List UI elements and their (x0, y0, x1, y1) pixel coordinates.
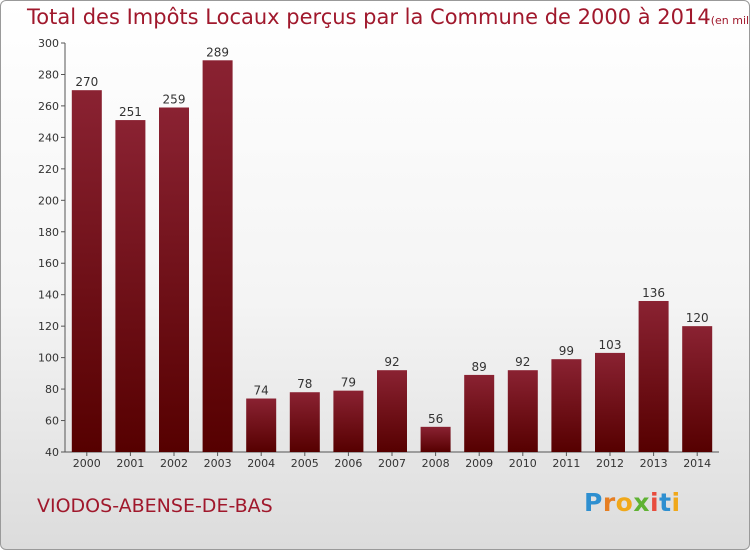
y-tick-label: 80 (45, 383, 59, 396)
y-tick-label: 240 (38, 131, 59, 144)
logo-letter: x (633, 488, 650, 517)
proxiti-logo[interactable]: Proxiti (584, 488, 681, 517)
data-label-2008: 56 (428, 412, 443, 426)
x-tick-label-2013: 2013 (640, 457, 668, 470)
y-tick-label: 140 (38, 289, 59, 302)
logo-letter: t (659, 488, 672, 517)
x-tick-label-2008: 2008 (422, 457, 450, 470)
data-label-2011: 99 (559, 344, 574, 358)
y-tick-label: 100 (38, 352, 59, 365)
data-label-2014: 120 (686, 311, 709, 325)
logo-letter: i (650, 488, 660, 517)
y-tick-label: 40 (45, 446, 59, 459)
data-label-2001: 251 (119, 105, 142, 119)
bar-2008[interactable] (420, 426, 451, 452)
x-tick-label-2012: 2012 (596, 457, 624, 470)
y-tick-label: 180 (38, 226, 59, 239)
data-label-2013: 136 (642, 286, 665, 300)
data-label-2010: 92 (515, 355, 530, 369)
bar-2003[interactable] (202, 60, 233, 453)
bar-2002[interactable] (159, 107, 189, 452)
y-tick-label: 120 (38, 320, 59, 333)
y-tick-label: 280 (38, 68, 59, 81)
data-label-2003: 289 (206, 45, 229, 59)
logo-letter: r (602, 488, 616, 517)
x-tick-label-2005: 2005 (291, 457, 319, 470)
bar-2004[interactable] (246, 398, 277, 452)
bar-2001[interactable] (115, 120, 146, 452)
x-tick-label-2014: 2014 (683, 457, 711, 470)
y-tick-label: 60 (45, 415, 59, 428)
bar-2007[interactable] (377, 370, 407, 452)
y-tick-label: 260 (38, 100, 59, 113)
x-tick-label-2010: 2010 (509, 457, 537, 470)
bar-2013[interactable] (638, 300, 669, 452)
bar-2011[interactable] (551, 359, 582, 452)
logo-letter: i (671, 488, 681, 517)
x-tick-label-2002: 2002 (160, 457, 188, 470)
data-label-2012: 103 (599, 338, 622, 352)
x-tick-label-2011: 2011 (552, 457, 580, 470)
commune-name: VIODOS-ABENSE-DE-BAS (37, 495, 273, 517)
bar-2010[interactable] (507, 370, 538, 452)
bar-2000[interactable] (71, 90, 102, 452)
x-tick-label-2009: 2009 (465, 457, 493, 470)
chart-title: Total des Impôts Locaux perçus par la Co… (27, 5, 711, 29)
x-tick-label-2003: 2003 (204, 457, 232, 470)
data-label-2009: 89 (472, 360, 487, 374)
logo-letter: o (615, 488, 634, 517)
bar-2006[interactable] (333, 390, 364, 452)
y-tick-label: 300 (38, 37, 59, 50)
data-label-2000: 270 (75, 75, 98, 89)
data-label-2004: 74 (254, 384, 269, 398)
x-tick-label-2007: 2007 (378, 457, 406, 470)
y-tick-label: 220 (38, 163, 59, 176)
bar-2012[interactable] (595, 352, 625, 452)
x-tick-label-2000: 2000 (73, 457, 101, 470)
logo-letter: P (584, 488, 603, 517)
bar-2005[interactable] (289, 392, 320, 452)
data-label-2005: 78 (297, 377, 312, 391)
x-tick-label-2001: 2001 (116, 457, 144, 470)
bar-2014[interactable] (682, 326, 713, 452)
data-label-2007: 92 (384, 355, 399, 369)
data-label-2002: 259 (163, 92, 186, 106)
x-tick-label-2006: 2006 (334, 457, 362, 470)
bar-2009[interactable] (464, 374, 495, 452)
data-label-2006: 79 (341, 376, 356, 390)
x-tick-label-2004: 2004 (247, 457, 275, 470)
chart-unit-note: (en milliers d'€) (710, 14, 750, 27)
y-tick-label: 200 (38, 194, 59, 207)
y-tick-label: 160 (38, 257, 59, 270)
chart-title-line: Total des Impôts Locaux perçus par la Co… (27, 5, 750, 29)
